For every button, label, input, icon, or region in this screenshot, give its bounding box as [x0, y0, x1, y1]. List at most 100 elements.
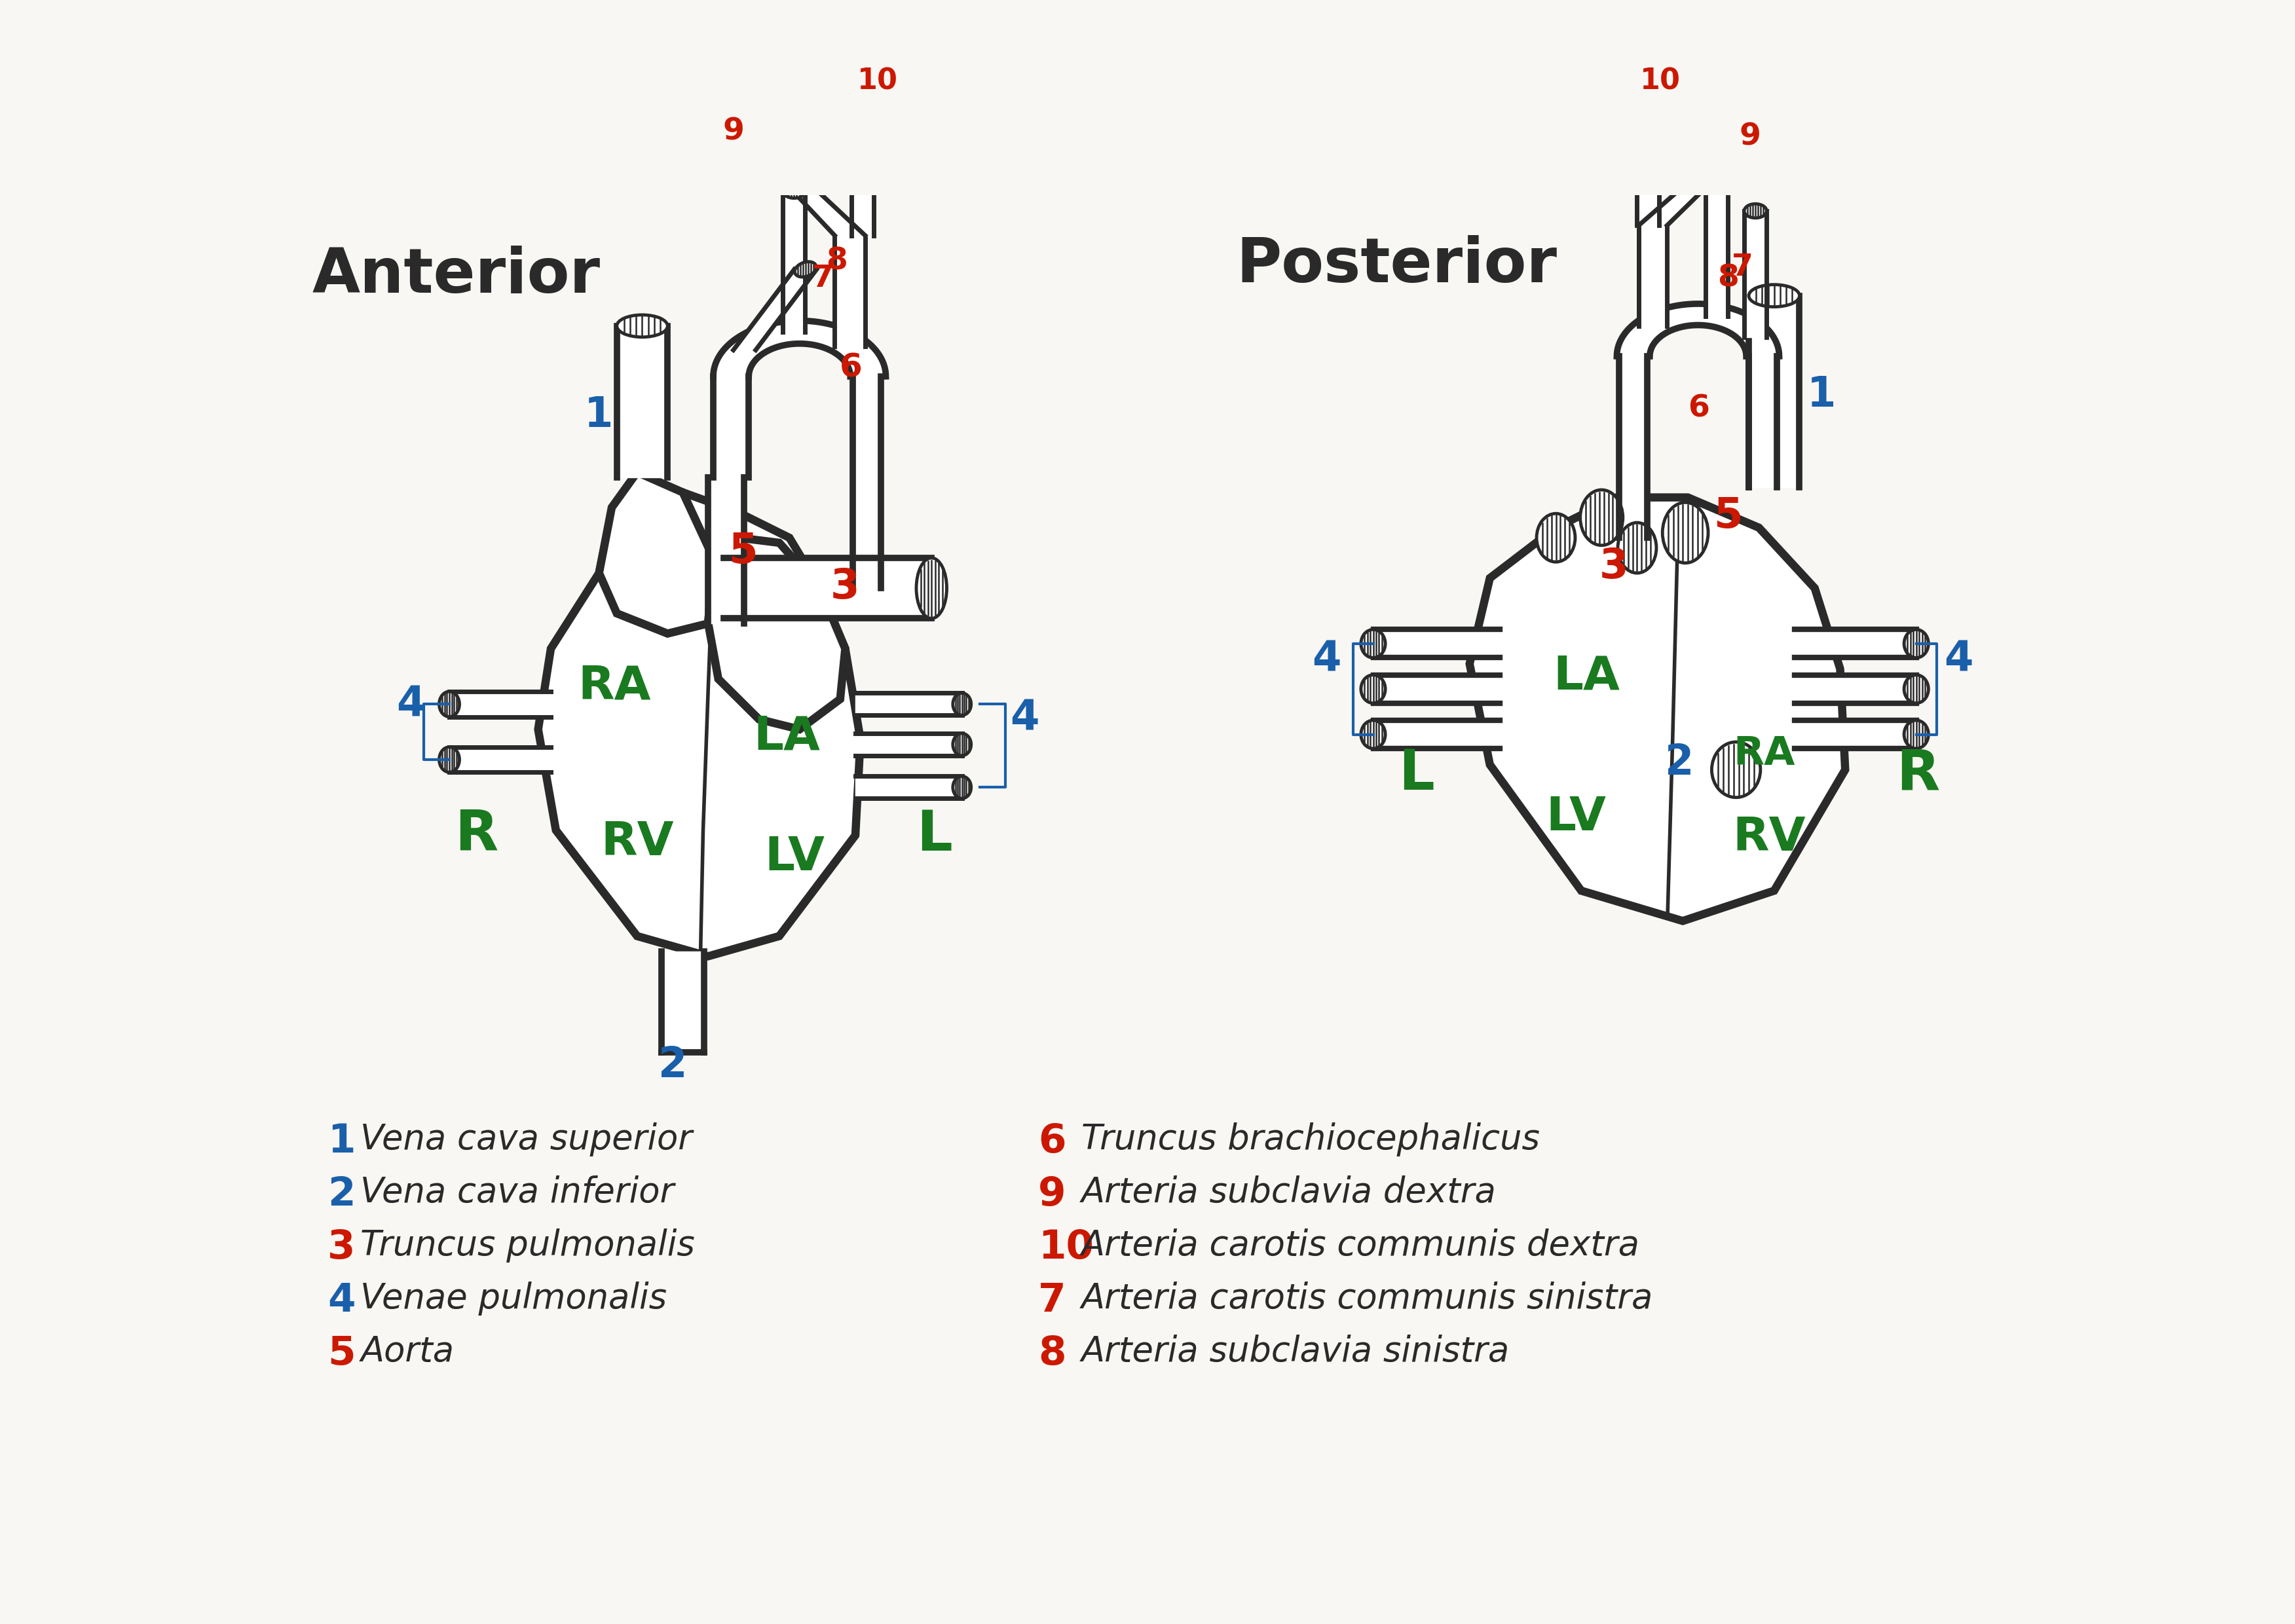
Text: 4: 4 — [1944, 640, 1974, 680]
Polygon shape — [734, 270, 817, 351]
Text: 2: 2 — [659, 1046, 686, 1086]
Text: Arteria subclavia dextra: Arteria subclavia dextra — [1081, 1176, 1496, 1210]
Polygon shape — [851, 125, 874, 235]
Polygon shape — [1372, 630, 1501, 658]
Ellipse shape — [1905, 721, 1928, 749]
Text: RA: RA — [1733, 734, 1795, 773]
Ellipse shape — [438, 692, 459, 716]
Ellipse shape — [1361, 630, 1386, 658]
Text: 8: 8 — [1717, 263, 1740, 292]
Text: Arteria subclavia sinistra: Arteria subclavia sinistra — [1081, 1335, 1510, 1369]
Ellipse shape — [1714, 151, 1735, 169]
Ellipse shape — [1712, 742, 1760, 797]
Text: LA: LA — [753, 715, 819, 760]
Text: R: R — [1896, 747, 1939, 802]
Polygon shape — [1795, 676, 1916, 703]
Text: 10: 10 — [1641, 67, 1680, 96]
Ellipse shape — [783, 184, 806, 198]
Text: 8: 8 — [1037, 1335, 1065, 1372]
Text: 10: 10 — [858, 67, 897, 96]
Text: R: R — [454, 807, 498, 862]
Text: 9: 9 — [1037, 1176, 1065, 1215]
Polygon shape — [1639, 159, 1735, 226]
Polygon shape — [709, 538, 845, 729]
Ellipse shape — [1361, 721, 1386, 749]
Ellipse shape — [1538, 513, 1574, 562]
Ellipse shape — [1636, 117, 1659, 132]
Polygon shape — [1749, 296, 1799, 487]
PathPatch shape — [709, 538, 845, 729]
Text: 5: 5 — [728, 531, 757, 572]
Polygon shape — [450, 692, 551, 716]
Polygon shape — [599, 473, 714, 633]
Polygon shape — [1705, 175, 1728, 317]
Text: 3: 3 — [1600, 546, 1627, 586]
Ellipse shape — [1905, 630, 1928, 658]
Text: 9: 9 — [723, 117, 744, 146]
Text: 9: 9 — [1740, 122, 1760, 151]
Polygon shape — [537, 477, 861, 957]
Polygon shape — [723, 559, 932, 619]
Text: 2: 2 — [1664, 742, 1694, 783]
Polygon shape — [714, 377, 748, 477]
Polygon shape — [661, 952, 705, 1052]
Polygon shape — [1620, 356, 1648, 538]
Polygon shape — [835, 235, 865, 346]
Text: Venae pulmonalis: Venae pulmonalis — [360, 1281, 668, 1315]
Text: 6: 6 — [840, 352, 863, 383]
Polygon shape — [854, 377, 881, 588]
Ellipse shape — [1905, 676, 1928, 703]
Text: 5: 5 — [1714, 495, 1742, 536]
Text: LV: LV — [764, 835, 824, 880]
Text: Posterior: Posterior — [1237, 235, 1556, 296]
Polygon shape — [1744, 211, 1767, 336]
Polygon shape — [1795, 721, 1916, 749]
Text: 2: 2 — [328, 1176, 356, 1215]
Text: 6: 6 — [1687, 393, 1710, 424]
Polygon shape — [450, 747, 551, 773]
Polygon shape — [1372, 721, 1501, 749]
Text: Truncus brachiocephalicus: Truncus brachiocephalicus — [1081, 1122, 1540, 1156]
Text: 1: 1 — [328, 1122, 356, 1161]
Ellipse shape — [794, 261, 817, 278]
Text: RV: RV — [601, 820, 675, 866]
Text: L: L — [1398, 747, 1434, 802]
Polygon shape — [760, 154, 865, 235]
Text: 3: 3 — [831, 567, 858, 607]
Text: 4: 4 — [328, 1281, 356, 1320]
Text: 8: 8 — [826, 247, 847, 276]
Text: 7: 7 — [1733, 253, 1753, 283]
Ellipse shape — [851, 117, 874, 132]
Ellipse shape — [952, 776, 971, 799]
Text: LA: LA — [1554, 653, 1620, 698]
Text: Arteria carotis communis dextra: Arteria carotis communis dextra — [1081, 1228, 1641, 1262]
Text: L: L — [916, 807, 952, 862]
Text: Vena cava inferior: Vena cava inferior — [360, 1176, 675, 1210]
Text: Vena cava superior: Vena cava superior — [360, 1122, 693, 1156]
Text: 6: 6 — [1037, 1122, 1065, 1161]
Ellipse shape — [952, 734, 971, 755]
Text: Truncus pulmonalis: Truncus pulmonalis — [360, 1228, 695, 1262]
PathPatch shape — [537, 477, 861, 957]
Ellipse shape — [952, 693, 971, 715]
Text: RV: RV — [1733, 815, 1806, 861]
Text: 5: 5 — [328, 1335, 356, 1372]
Polygon shape — [856, 734, 962, 755]
PathPatch shape — [1469, 497, 1845, 921]
Ellipse shape — [1705, 167, 1728, 182]
PathPatch shape — [599, 473, 714, 633]
Polygon shape — [1616, 304, 1779, 356]
Polygon shape — [1795, 630, 1916, 658]
Text: 3: 3 — [328, 1228, 356, 1267]
Text: Anterior: Anterior — [312, 245, 601, 305]
Polygon shape — [709, 477, 744, 624]
Text: 4: 4 — [1313, 640, 1340, 680]
Ellipse shape — [757, 146, 778, 162]
Polygon shape — [1372, 676, 1501, 703]
Text: LV: LV — [1547, 794, 1607, 840]
Ellipse shape — [617, 315, 668, 338]
Ellipse shape — [916, 559, 948, 619]
Text: 4: 4 — [1010, 698, 1040, 739]
Polygon shape — [1469, 497, 1845, 921]
Polygon shape — [856, 693, 962, 715]
